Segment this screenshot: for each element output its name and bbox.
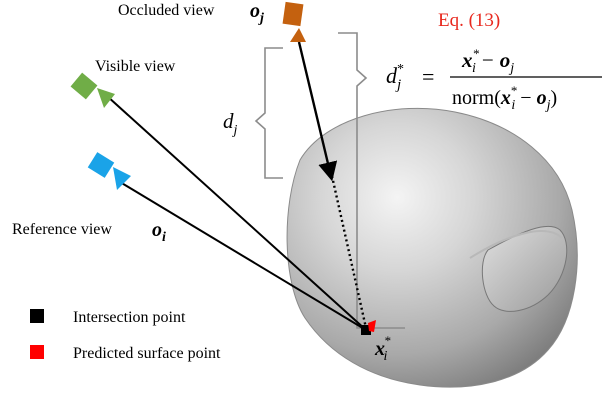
camera-icon <box>70 72 115 108</box>
equation-denominator: norm(x* i − oj) <box>452 83 557 113</box>
occluded-view-label: Occluded view <box>118 2 215 19</box>
equation-13: d* j = x* i − oj norm(x* i − oj) <box>386 46 602 113</box>
distance-dj-label: dj <box>223 109 238 138</box>
equation-numerator: x* i − oj <box>461 46 514 76</box>
occluded-camera <box>282 1 306 42</box>
legend-intersection-swatch <box>30 309 44 323</box>
equation-equals: = <box>422 64 434 89</box>
visible-view-label: Visible view <box>95 58 176 75</box>
camera-icon <box>87 152 131 190</box>
ray-reference-view <box>119 181 367 331</box>
camera-icon <box>282 1 306 42</box>
legend-predicted-swatch <box>30 345 44 359</box>
intersection-point-marker <box>361 325 371 335</box>
head-mesh <box>286 107 578 388</box>
reference-view-symbol: oi <box>152 219 166 245</box>
equation-lhs: d* j <box>386 62 404 93</box>
bracket-dj-star <box>338 32 405 329</box>
ear-region <box>481 226 568 312</box>
predicted-point-marker <box>368 320 376 332</box>
intersection-symbol: x* i <box>374 333 391 364</box>
equation-label: Eq. (13) <box>438 10 500 31</box>
ray-visible-view <box>106 95 367 331</box>
reference-view-label: Reference view <box>12 221 112 238</box>
bracket-dj <box>254 47 283 179</box>
legend: Intersection point Predicted surface poi… <box>30 309 221 362</box>
reference-camera <box>87 152 131 190</box>
ray-occluded-dotted <box>330 175 368 329</box>
ray-occluded-to-boundary <box>297 41 338 182</box>
visible-camera <box>70 72 115 108</box>
occluded-view-symbol: oj <box>250 0 264 26</box>
legend-predicted-label: Predicted surface point <box>73 345 221 362</box>
legend-intersection-label: Intersection point <box>73 309 186 326</box>
